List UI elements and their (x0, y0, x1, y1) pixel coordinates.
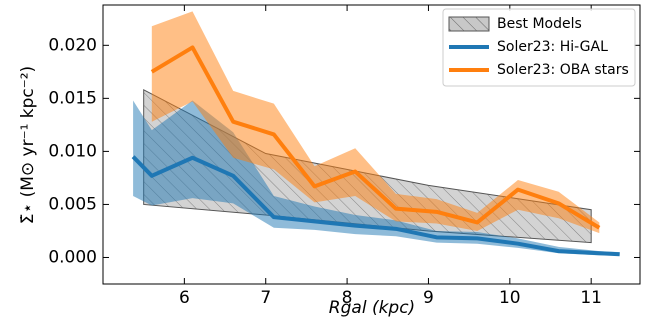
x-tick-label: 7 (260, 288, 271, 308)
legend-swatch (448, 16, 490, 32)
x-tick-label: 6 (179, 288, 190, 308)
y-tick-label: 0.020 (48, 35, 97, 55)
x-tick-label: 9 (423, 288, 434, 308)
x-tick-label: 10 (499, 288, 521, 308)
x-tick-label: 11 (580, 288, 602, 308)
legend-label: Best Models (497, 16, 582, 32)
legend-label: Soler23: Hi-GAL (497, 39, 608, 55)
line (131, 155, 620, 257)
legend-label: Soler23: OBA stars (497, 62, 629, 78)
x-tick-label: 8 (342, 288, 353, 308)
plot-frame (102, 4, 641, 285)
y-axis-label: Σ̇⋆ (M⊙ yr⁻¹ kpc⁻²) (18, 66, 38, 224)
band (133, 100, 620, 256)
y-tick-label: 0.010 (48, 141, 97, 161)
y-tick-label: 0.000 (48, 247, 97, 267)
line (150, 45, 601, 230)
legend: Best Models Soler23: Hi-GAL Soler23: OBA s… (442, 8, 636, 87)
y-tick-label: 0.005 (48, 194, 97, 214)
legend-box (442, 8, 636, 87)
y-tick-label: 0.015 (48, 88, 97, 108)
x-axis-label: Rgal (kpc) (329, 298, 415, 318)
